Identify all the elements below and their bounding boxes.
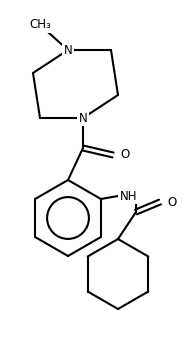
Text: N: N: [79, 112, 87, 125]
Text: O: O: [120, 148, 129, 161]
Text: NH: NH: [120, 190, 138, 203]
Text: O: O: [167, 196, 176, 208]
Text: N: N: [64, 44, 72, 57]
Text: CH₃: CH₃: [29, 19, 51, 32]
